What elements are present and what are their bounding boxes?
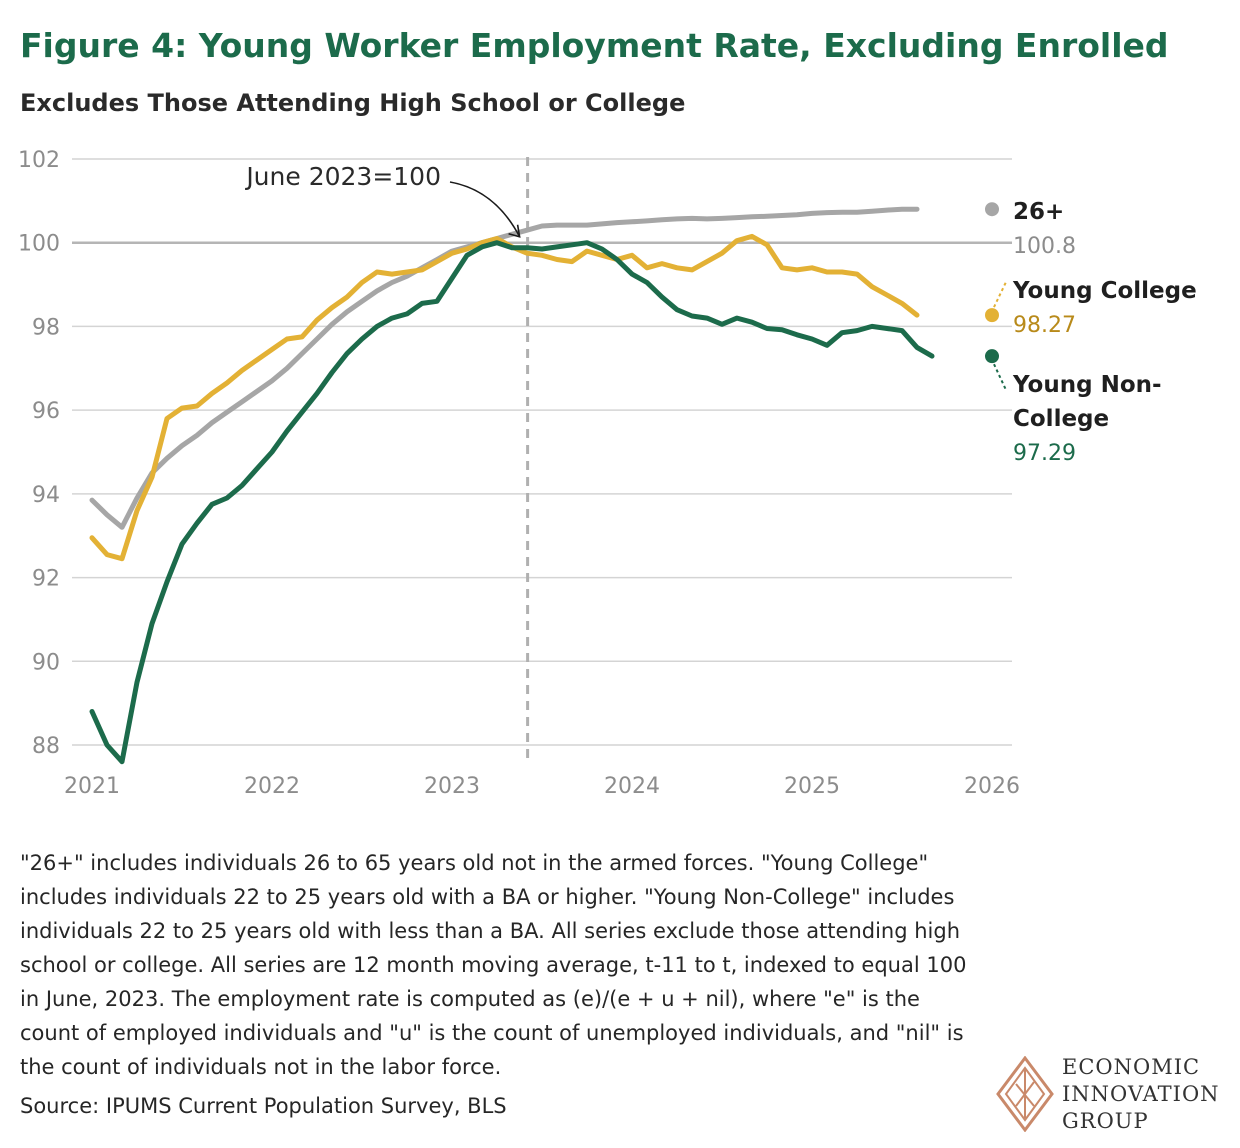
page-title: Figure 4: Young Worker Employment Rate, … — [20, 26, 1169, 65]
y-tick-label: 98 — [32, 315, 60, 340]
series-end-value-26-plus: 100.8 — [1013, 234, 1076, 259]
x-axis-ticks: 2021 2022 2023 2024 2025 2026 — [64, 774, 1020, 799]
y-axis-ticks: 88 90 92 94 96 98 100 102 — [18, 148, 60, 759]
x-tick-label: 2026 — [964, 774, 1020, 799]
eig-logo: ECONOMIC INNOVATION GROUP — [996, 1052, 1236, 1142]
y-tick-label: 90 — [32, 650, 60, 675]
series-line-26-plus — [89, 206, 920, 530]
source-text: Source: IPUMS Current Population Survey,… — [20, 1094, 507, 1118]
y-tick-label: 94 — [32, 483, 60, 508]
series-name-young-non-college: Young Non- — [1012, 372, 1162, 398]
y-tick-label: 96 — [32, 399, 60, 424]
series-end-value-young-college: 98.27 — [1013, 313, 1076, 338]
leader-line-young-college — [993, 281, 1007, 308]
series-name-26-plus: 26+ — [1013, 199, 1064, 225]
y-tick-label: 92 — [32, 567, 60, 592]
y-tick-label: 102 — [18, 148, 60, 173]
series-end-value-young-non-college: 97.29 — [1013, 441, 1076, 466]
annotation-label: June 2023=100 — [244, 162, 441, 191]
logo-line-1: ECONOMIC — [1062, 1055, 1201, 1079]
end-point-young-non-college — [985, 349, 999, 364]
series-labels: 26+ 100.8 Young College 98.27 Young Non- Coll… — [993, 199, 1197, 466]
annotation-arrow — [449, 181, 521, 238]
series-name-young-non-college: College — [1013, 406, 1109, 432]
x-tick-label: 2025 — [784, 774, 840, 799]
logo-text: ECONOMIC INNOVATION GROUP — [1062, 1054, 1220, 1135]
series-line-young-college — [89, 233, 920, 562]
chart-note: "26+" includes individuals 26 to 65 year… — [20, 851, 967, 1079]
x-tick-label: 2021 — [64, 774, 120, 799]
series-line-young-non-college — [89, 240, 935, 765]
end-point-young-college — [985, 308, 999, 323]
logo-line-2: INNOVATION — [1062, 1082, 1220, 1106]
leader-line-young-non-college — [993, 363, 1007, 391]
x-tick-label: 2022 — [244, 774, 300, 799]
end-point-26-plus — [985, 202, 999, 217]
page-subtitle: Excludes Those Attending High School or … — [20, 89, 686, 117]
series-name-young-college: Young College — [1012, 278, 1197, 304]
logo-line-3: GROUP — [1062, 1109, 1149, 1133]
x-tick-label: 2023 — [424, 774, 480, 799]
y-tick-label: 100 — [18, 232, 60, 257]
series-lines — [89, 202, 999, 765]
diamond-logo-icon — [996, 1056, 1054, 1132]
annotation-arrowhead — [508, 224, 521, 238]
y-tick-label: 88 — [32, 734, 60, 759]
x-tick-label: 2024 — [604, 774, 660, 799]
